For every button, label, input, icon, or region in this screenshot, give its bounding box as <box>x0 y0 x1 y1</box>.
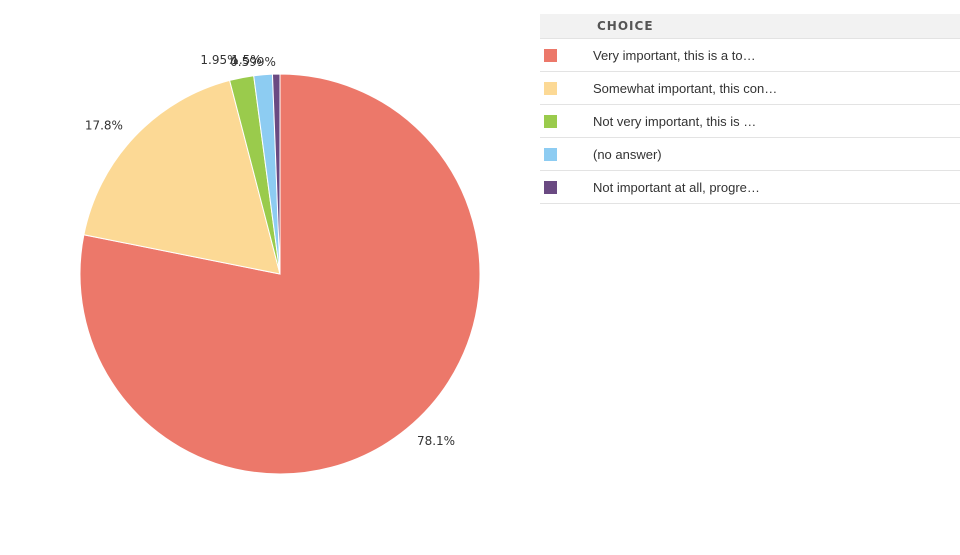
legend-swatch <box>544 180 557 194</box>
slice-data-label: 78.1% <box>417 434 455 448</box>
legend-row[interactable]: Somewhat important, this con… <box>540 72 960 105</box>
slice-data-label: 1.95% <box>200 53 238 67</box>
legend-swatch <box>544 81 557 95</box>
slice-data-label: 1.5% <box>231 53 262 67</box>
legend-swatch <box>544 147 557 161</box>
legend-row[interactable]: Not important at all, progre… <box>540 171 960 204</box>
legend-label: Somewhat important, this con… <box>593 80 778 96</box>
legend-swatch <box>544 114 557 128</box>
pie-slice[interactable] <box>83 79 281 275</box>
pie-slice[interactable] <box>271 73 281 275</box>
legend-label: Not very important, this is … <box>593 113 757 129</box>
legend-label: (no answer) <box>593 146 662 162</box>
slice-data-label: 0.599% <box>230 55 276 69</box>
legend-row[interactable]: Not very important, this is … <box>540 105 960 138</box>
legend-table: CHOICE Very important, this is a to… Som… <box>540 14 960 204</box>
legend-row[interactable]: Very important, this is a to… <box>540 39 960 72</box>
legend-swatch <box>544 48 557 62</box>
slice-data-label: 17.8% <box>85 119 123 133</box>
legend-label: Not important at all, progre… <box>593 179 760 195</box>
legend-header-label: CHOICE <box>597 19 654 33</box>
legend-header: CHOICE <box>540 14 960 39</box>
legend-label: Very important, this is a to… <box>593 47 756 63</box>
legend-row[interactable]: (no answer) <box>540 138 960 171</box>
pie-chart: 78.1% 17.8% 1.95%1.5%0.599% <box>79 53 481 475</box>
